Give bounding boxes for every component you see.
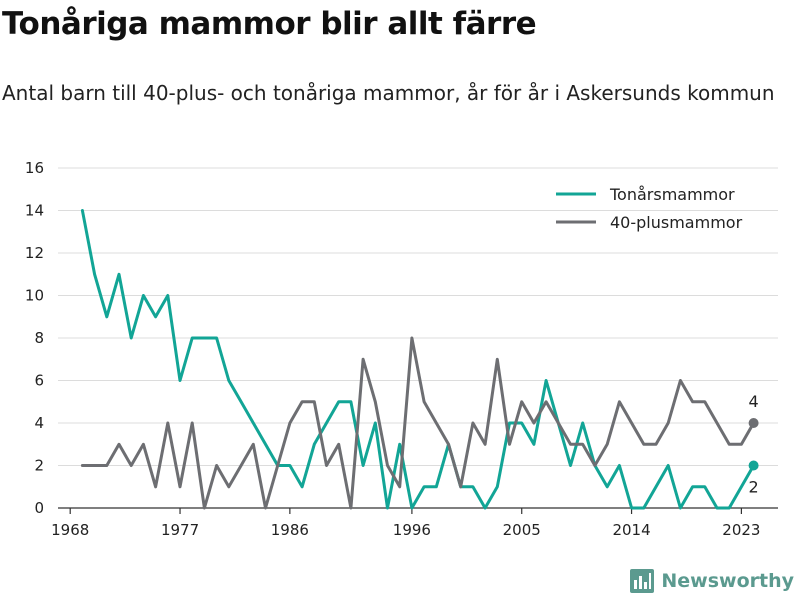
bar-chart-logo-icon bbox=[630, 569, 655, 593]
chart-subtitle: Antal barn till 40-plus- och tonåriga ma… bbox=[2, 81, 775, 105]
y-tick-label: 8 bbox=[34, 329, 44, 347]
y-tick-label: 2 bbox=[34, 457, 44, 475]
end-value-label: 4 bbox=[748, 392, 758, 411]
series-line-1 bbox=[80, 336, 756, 510]
series-end-markers: 24 bbox=[748, 392, 758, 497]
legend: Tonårsmammor 40-plusmammor bbox=[556, 185, 743, 232]
newsworthy-logo: Newsworthy bbox=[629, 568, 794, 594]
x-tick-label: 1968 bbox=[51, 521, 89, 539]
legend-label: Tonårsmammor bbox=[609, 185, 735, 204]
gridlines bbox=[58, 167, 778, 466]
end-value-label: 2 bbox=[748, 478, 758, 497]
x-tick-label: 2023 bbox=[722, 521, 760, 539]
end-point-1 bbox=[748, 418, 759, 428]
y-tick-label: 6 bbox=[34, 372, 44, 390]
x-tick-label: 1996 bbox=[393, 521, 431, 539]
y-tick-label: 0 bbox=[34, 499, 44, 517]
y-tick-label: 14 bbox=[25, 202, 44, 220]
x-tick-label: 1986 bbox=[271, 521, 309, 539]
x-tick-label: 2014 bbox=[612, 521, 650, 539]
y-tick-label: 16 bbox=[25, 159, 44, 177]
brand-name: Newsworthy bbox=[661, 570, 794, 592]
y-axis-tick-labels: 0 2 4 6 8 10 12 14 16 bbox=[25, 159, 44, 517]
y-tick-label: 10 bbox=[25, 287, 44, 305]
end-point-0 bbox=[748, 460, 759, 471]
chart-title: Tonåriga mammor blir allt färre bbox=[2, 6, 537, 42]
x-tick-label: 1977 bbox=[161, 521, 199, 539]
series-lines bbox=[80, 209, 756, 510]
y-tick-label: 12 bbox=[25, 244, 44, 262]
x-tick-label: 2005 bbox=[503, 521, 541, 539]
series-line-0 bbox=[80, 209, 756, 510]
x-axis: 1968 1977 1986 1996 2005 2014 2023 bbox=[51, 507, 778, 539]
legend-label: 40-plusmammor bbox=[610, 213, 743, 232]
y-tick-label: 4 bbox=[34, 414, 44, 432]
